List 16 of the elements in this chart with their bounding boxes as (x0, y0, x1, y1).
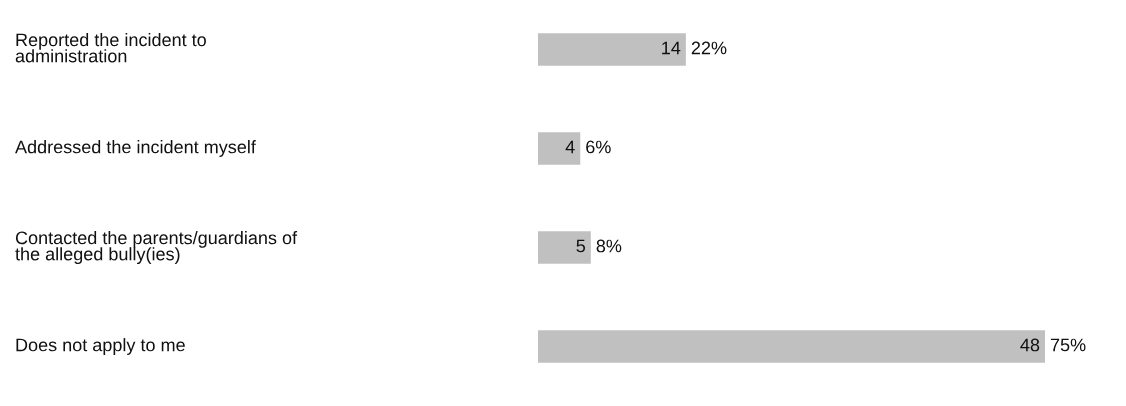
bar (538, 231, 591, 264)
data-label: 14 (662, 41, 681, 55)
bar (538, 33, 686, 66)
annotation: 6% (586, 140, 611, 154)
data-label: 5 (576, 239, 586, 253)
bar (538, 132, 581, 165)
data-label: 4 (565, 140, 575, 154)
y-tick-label: Contacted the parents/guardians of the alleged bully(ies) (15, 231, 298, 264)
y-tick-label: Addressed the incident myself (15, 140, 256, 157)
annotation: 22% (691, 41, 727, 55)
data-label: 48 (1020, 338, 1040, 352)
annotation: 75% (1050, 338, 1086, 352)
bar (538, 330, 1045, 363)
y-tick-label: Does not apply to me (16, 338, 185, 355)
annotation: 8% (596, 239, 622, 253)
y-tick-label: Reported the incident to administration (15, 33, 206, 63)
